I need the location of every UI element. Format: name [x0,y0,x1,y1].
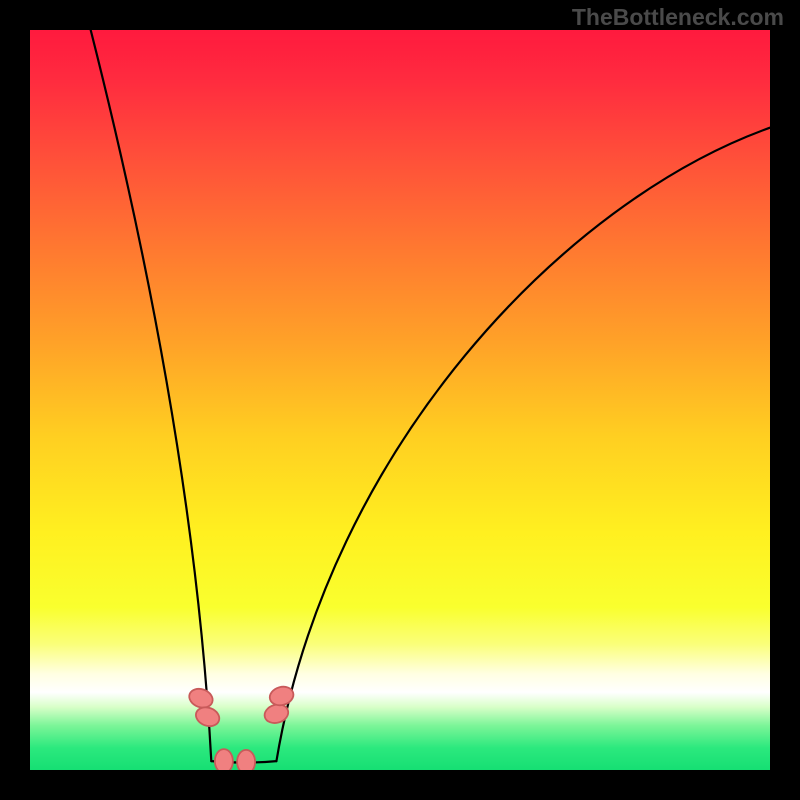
data-marker [215,749,233,770]
chart-frame [0,0,800,800]
curve-segment [91,30,212,761]
bottleneck-curve [30,30,770,770]
watermark-text: TheBottleneck.com [572,4,784,31]
data-marker [187,686,216,711]
data-marker [237,750,255,770]
data-marker [193,704,222,729]
curve-segment [276,128,770,761]
plot-area [30,30,770,770]
